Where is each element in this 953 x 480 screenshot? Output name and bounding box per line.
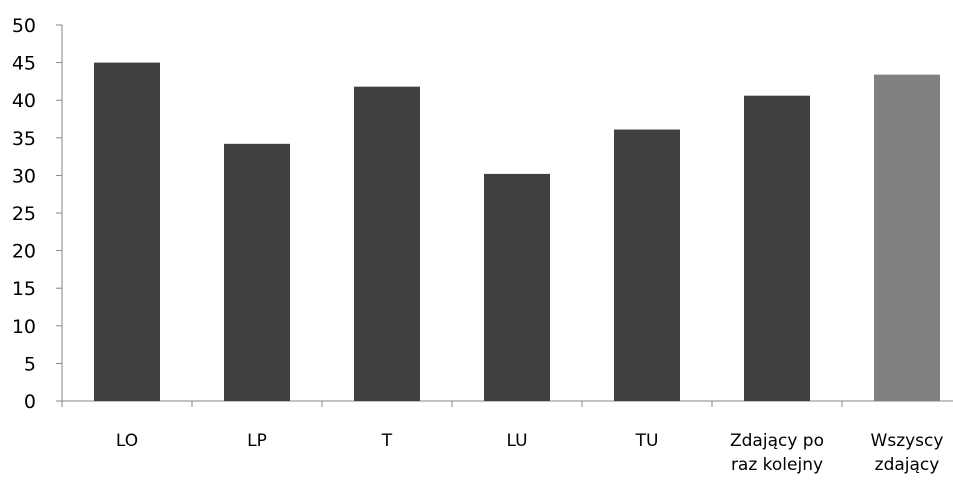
bar [94, 62, 160, 401]
x-tick-label: raz kolejny [731, 455, 823, 475]
y-tick-label: 40 [12, 90, 36, 112]
x-tick-label: LU [506, 431, 527, 451]
y-tick-label: 25 [12, 203, 36, 225]
y-tick-label: 45 [12, 53, 36, 75]
x-tick-label: zdający [875, 455, 940, 475]
x-tick-label: TU [635, 431, 659, 451]
y-tick-label: 5 [24, 353, 36, 375]
y-tick-label: 20 [12, 241, 36, 263]
plot-area: 0 5 10 15 20 25 30 35 40 45 50 LO LP T LU TU Zdający po r… [12, 15, 953, 475]
bar [224, 143, 290, 402]
bar [744, 95, 810, 402]
y-tick-label: 50 [12, 15, 36, 37]
bar [354, 86, 420, 401]
y-tick-label: 0 [24, 391, 36, 413]
bar [874, 74, 940, 401]
y-tick-label: 15 [12, 278, 36, 300]
y-tick-label: 35 [12, 128, 36, 150]
x-tick-label: Zdający po [730, 431, 824, 451]
x-tick-label: LO [116, 431, 138, 451]
x-tick-label: T [381, 431, 393, 451]
bar [484, 173, 550, 401]
x-tick-label: LP [247, 431, 267, 451]
bar [614, 129, 680, 401]
x-tick-label: Wszyscy [871, 431, 944, 451]
y-tick-label: 10 [12, 316, 36, 338]
y-tick-label: 30 [12, 165, 36, 187]
